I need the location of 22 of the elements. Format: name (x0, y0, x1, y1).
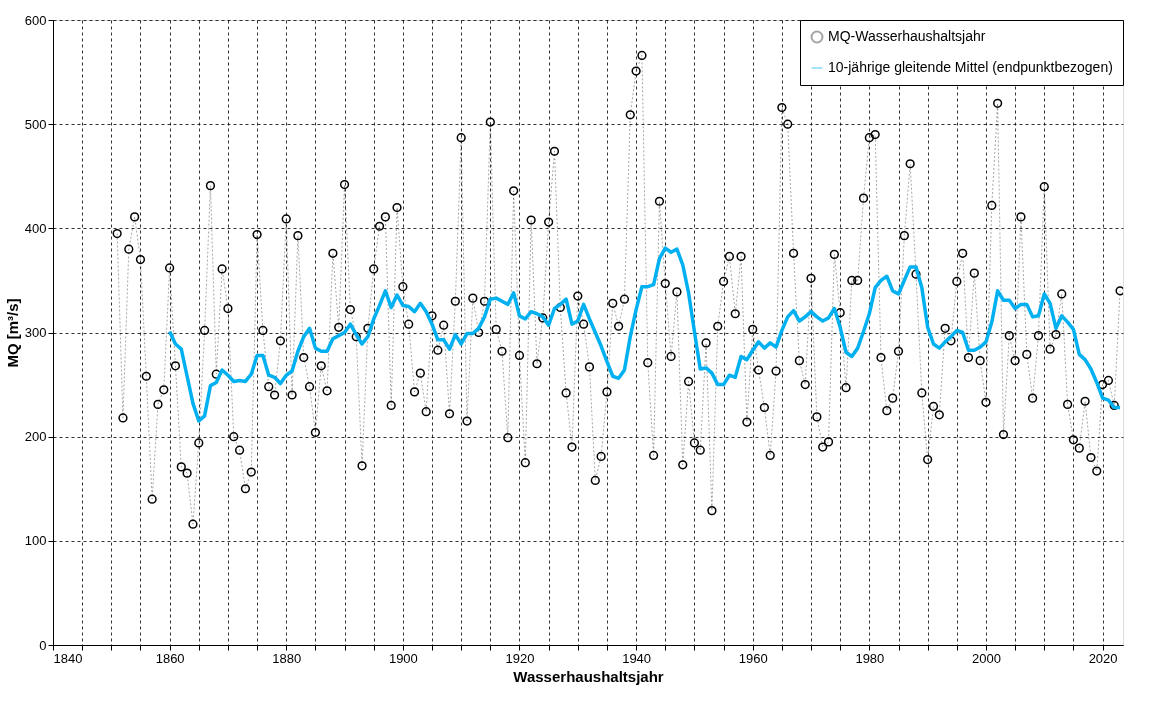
y-tick-label: 500 (24, 116, 47, 132)
y-tick-label: 300 (24, 325, 47, 340)
y-tick-label: 100 (24, 533, 47, 549)
y-tick-label: 600 (24, 12, 47, 28)
y-tick-label: 200 (24, 429, 47, 445)
x-tick-label: 1960 (738, 650, 768, 666)
line-series (167, 246, 1122, 423)
x-tick-label: 1900 (388, 650, 418, 666)
x-tick-label: 1980 (855, 650, 885, 666)
x-tick-label: 2020 (1088, 650, 1118, 666)
legend-label: MQ-Wasserhaushaltsjahr (828, 28, 986, 44)
x-tick-label: 2000 (972, 650, 1001, 666)
legend-label: 10-jährige gleitende Mittel (endpunktbezogen) (828, 59, 1113, 75)
x-tick-label: 1840 (53, 650, 83, 666)
y-tick-label: 0 (39, 637, 47, 653)
x-tick-label: 1940 (622, 650, 652, 666)
x-tick-label: 1880 (272, 650, 302, 666)
x-tick-label: 1920 (505, 650, 535, 666)
y-axis-title: MQ [m³/s] (3, 298, 21, 368)
x-tick-label: 1860 (155, 650, 185, 666)
y-tick-label: 400 (24, 220, 47, 236)
x-axis-title: Wasserhaushaltsjahr (513, 667, 664, 685)
